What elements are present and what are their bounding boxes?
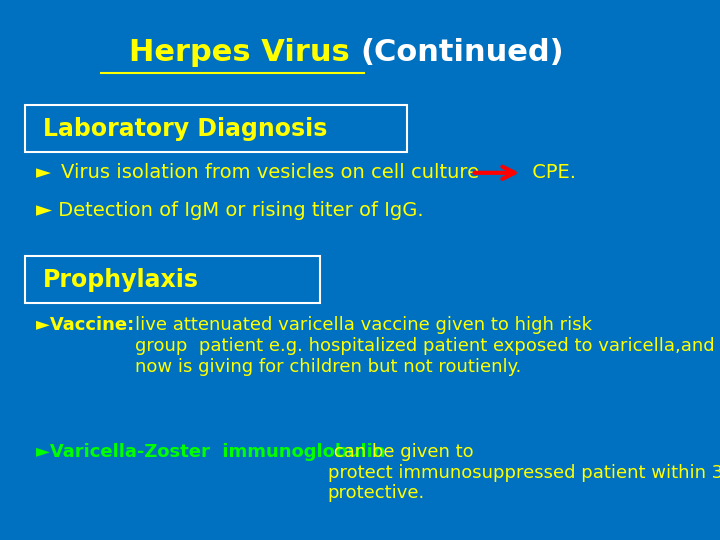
Text: CPE.: CPE. [526, 163, 575, 183]
Text: Prophylaxis: Prophylaxis [43, 268, 199, 292]
Text: (Continued): (Continued) [360, 38, 564, 67]
Text: ►: ► [36, 200, 52, 221]
Text: live attenuated varicella vaccine given to high risk
group  patient e.g. hospita: live attenuated varicella vaccine given … [135, 316, 714, 375]
FancyBboxPatch shape [25, 105, 407, 152]
Text: Laboratory Diagnosis: Laboratory Diagnosis [43, 117, 328, 140]
Text: ►Varicella-Zoster  immunoglobulin: ►Varicella-Zoster immunoglobulin [36, 443, 385, 461]
Text: ►Vaccine:: ►Vaccine: [36, 316, 140, 334]
Text: Herpes Virus: Herpes Virus [129, 38, 360, 67]
Text: Detection of IgM or rising titer of IgG.: Detection of IgM or rising titer of IgG. [52, 201, 423, 220]
FancyBboxPatch shape [25, 256, 320, 303]
Text: ►: ► [36, 163, 51, 183]
Text: can be given to
protect immunosuppressed patient within 3 days of exposure is
pr: can be given to protect immunosuppressed… [328, 443, 720, 502]
Text: Virus isolation from vesicles on cell culture: Virus isolation from vesicles on cell cu… [61, 163, 480, 183]
